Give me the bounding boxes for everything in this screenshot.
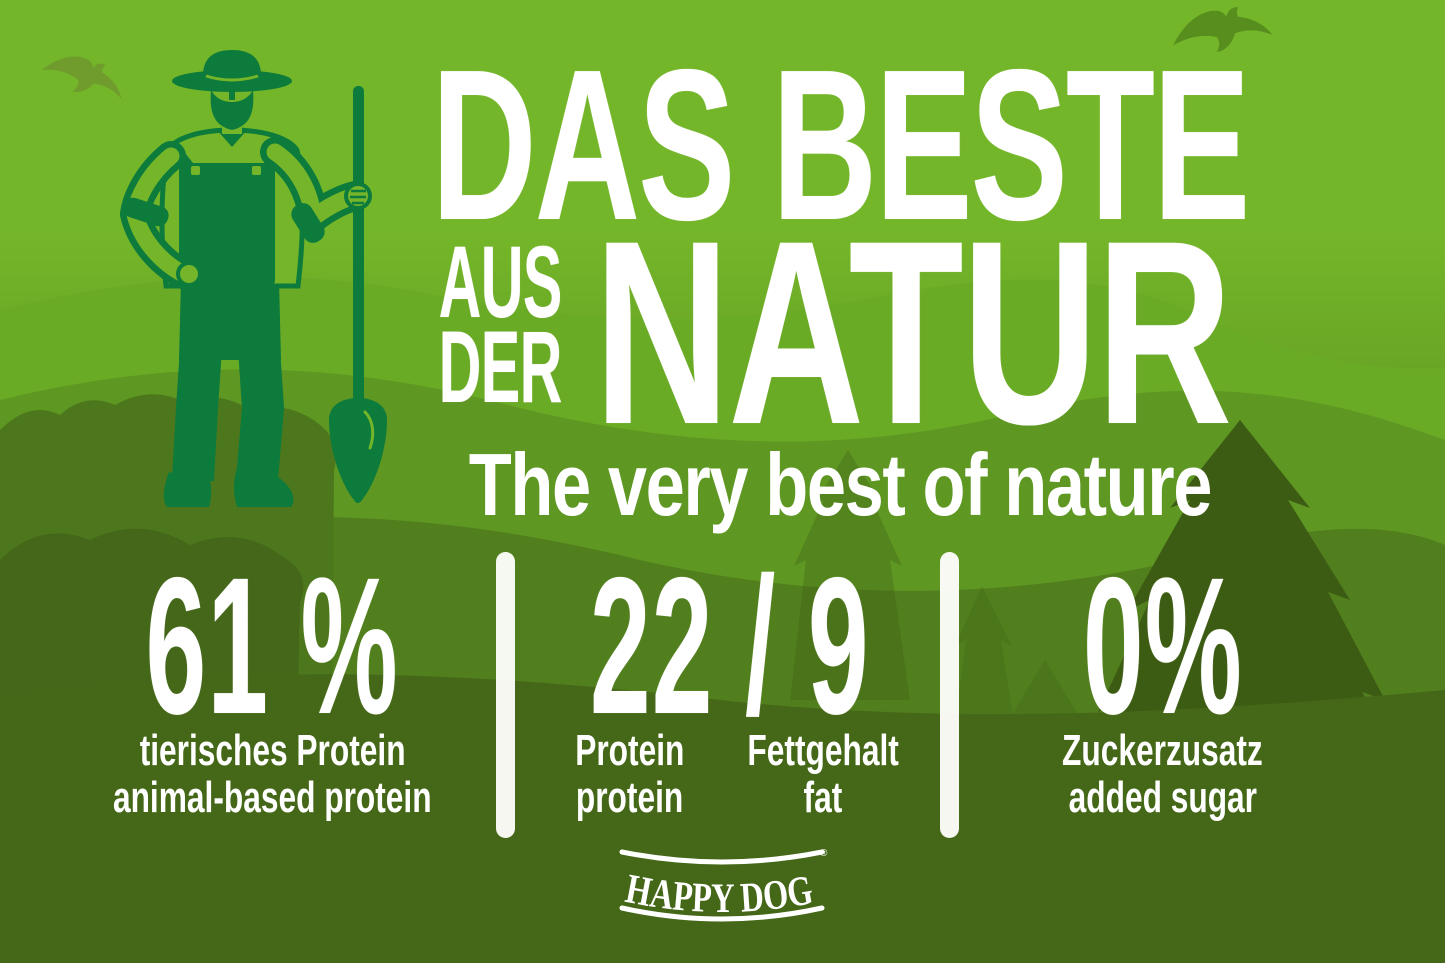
headline-line1: DAS BESTE <box>430 24 1251 265</box>
stat-sub-protein-en: protein <box>576 773 684 822</box>
strap-buckle <box>191 166 200 175</box>
stat-protein-value: 61 % <box>60 537 485 755</box>
headline-natur-text: NATUR <box>593 186 1233 479</box>
bottom-band <box>0 674 1445 963</box>
headline-der: DER <box>438 310 562 424</box>
stat-protein-fat-number: 22 / 9 <box>590 537 870 755</box>
registered-trademark: ® <box>820 848 828 859</box>
farmer-boot <box>234 468 294 507</box>
logo-wordmark: HAPPY DOG <box>622 866 816 922</box>
headline-natur: NATUR <box>562 186 1262 479</box>
stat-sugar-value: 0% <box>950 537 1375 755</box>
farmer-hand <box>176 261 202 287</box>
farmer-leg <box>236 346 285 482</box>
bird-icon <box>41 56 122 99</box>
farmer-cuff <box>291 203 325 243</box>
stat-divider <box>940 552 959 838</box>
farmer-nose <box>229 86 235 100</box>
stat-protein-label-de: tierisches Protein <box>139 726 406 775</box>
shovel-blade-highlight <box>363 410 375 450</box>
bird-icon <box>1173 7 1273 52</box>
stat-protein-number: 61 % <box>145 537 400 755</box>
subtitle-text: The very best of nature <box>468 435 1213 534</box>
shovel-shaft <box>353 86 364 426</box>
farmer-boot <box>163 468 212 507</box>
farmer-overalls-bib <box>179 163 275 288</box>
hat-crown <box>202 50 262 88</box>
stat-protein-label-en: animal-based protein <box>113 773 432 822</box>
stat-sugar-label-en: added sugar <box>1068 773 1257 822</box>
headline-das-beste: DAS BESTE <box>431 24 1251 265</box>
stat-sub-fat-de: Fettgehalt <box>747 726 899 775</box>
stat-sub-fat: Fettgehalt fat <box>723 727 923 821</box>
logo-bottom-arc <box>619 905 825 922</box>
farmer-beard <box>210 90 254 130</box>
farmer-leg <box>172 346 222 482</box>
stat-protein-fat-value: 22 / 9 <box>530 537 930 755</box>
brand-logo: HAPPY DOG ® <box>619 848 828 922</box>
stat-sub-protein: Protein protein <box>530 727 730 821</box>
stat-protein-labels: tierisches Protein animal-based protein <box>60 727 485 821</box>
hat-band <box>205 74 259 82</box>
logo-top-arc <box>619 849 825 865</box>
stat-sub-fat-en: fat <box>803 773 843 822</box>
pine-faint-center <box>790 450 910 700</box>
stat-sub-protein-de: Protein <box>575 726 685 775</box>
headline-aus: AUS <box>438 225 562 339</box>
subtitle: The very best of nature <box>430 430 1250 540</box>
farmer-with-shovel-illustration <box>120 50 387 507</box>
farmer-hand-fingers <box>350 189 366 205</box>
farmer-hips <box>179 280 281 360</box>
stat-sugar-label-de: Zuckerzusatz <box>1062 726 1263 775</box>
stat-divider <box>496 552 515 838</box>
farmer-cuff <box>123 197 169 227</box>
stat-sugar-labels: Zuckerzusatz added sugar <box>950 727 1375 821</box>
stat-sugar-number: 0% <box>1082 537 1243 755</box>
shovel-blade <box>329 398 387 503</box>
strap-buckle <box>252 166 261 175</box>
headline-aus-der: AUS DER <box>430 225 570 424</box>
